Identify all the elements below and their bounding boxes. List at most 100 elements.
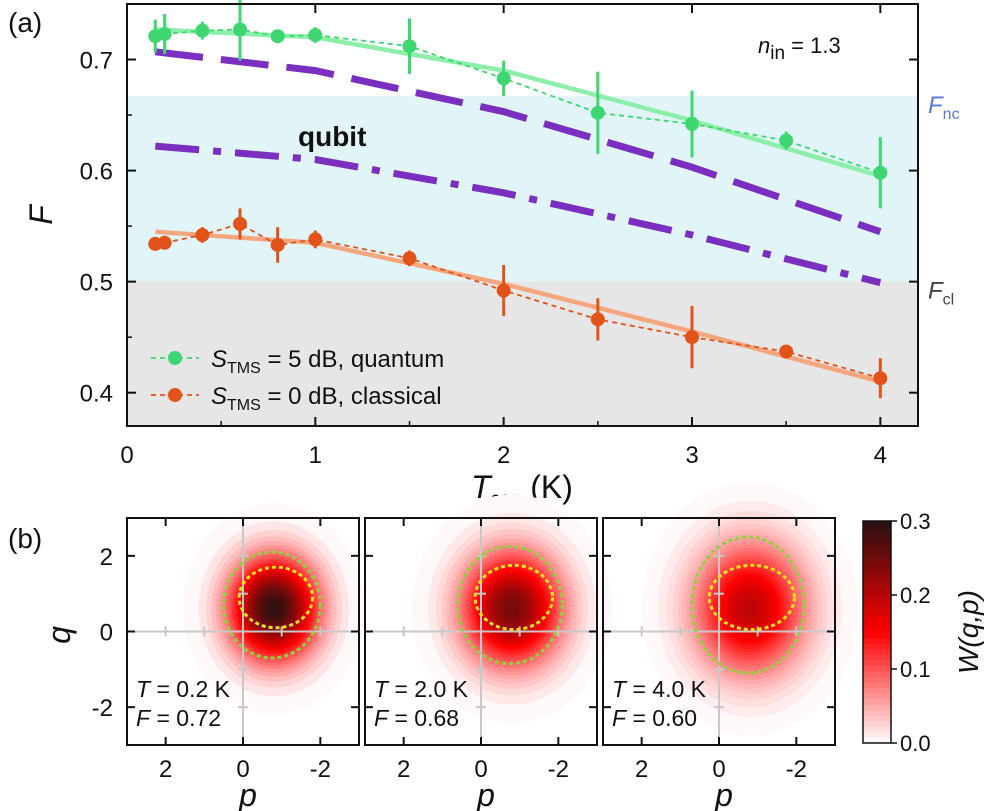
threshold-label-cl: Fcl (928, 278, 954, 309)
colorbar-step (863, 576, 891, 583)
data-point (402, 39, 417, 54)
data-point (157, 26, 172, 41)
x-tick-label: 3 (685, 442, 698, 469)
fidelity-annotation: F = 0.72 (136, 705, 221, 731)
colorbar-step (863, 626, 891, 633)
text-part: TMS (227, 360, 261, 377)
x-tick-label: 2 (159, 756, 172, 783)
data-point (496, 283, 511, 298)
x-tick-label: 2 (497, 442, 510, 469)
colorbar-step (863, 593, 891, 600)
colorbar-step (863, 565, 891, 572)
colorbar-tick-label: 0.1 (900, 657, 931, 682)
colorbar-step (863, 632, 891, 639)
green-contour (456, 544, 564, 666)
colorbar-step (863, 543, 891, 550)
text-part: T (612, 676, 628, 702)
fidelity-annotation: F = 0.68 (374, 705, 459, 731)
data-point (590, 312, 605, 327)
text-part: = 0.72 (150, 705, 221, 731)
yellow-contour (473, 563, 555, 632)
colorbar-step (863, 532, 891, 539)
x-tick-label: -2 (548, 756, 569, 783)
temperature-annotation: T = 0.2 K (136, 676, 231, 702)
p-axis-label: p (714, 777, 733, 811)
text-part: = 4.0 K (626, 676, 707, 702)
x-tick-label: 2 (635, 756, 648, 783)
wigner-contour (504, 600, 520, 618)
wigner-contour (266, 600, 281, 617)
text-part: TMS (227, 397, 261, 414)
data-point (779, 133, 794, 148)
legend-marker (168, 388, 182, 402)
text-part: T (471, 469, 493, 505)
colorbar-step (863, 720, 891, 727)
colorbar-tick-label: 0.0 (900, 731, 931, 756)
data-point (308, 28, 323, 43)
x-tick-label: 4 (874, 442, 887, 469)
colorbar-step (863, 715, 891, 722)
colorbar-step (863, 637, 891, 644)
colorbar-step (863, 554, 891, 561)
x-tick-label: 0 (474, 756, 487, 783)
colorbar-step (863, 670, 891, 677)
theory-curve-dashdot (155, 142, 882, 287)
text-part: F (374, 705, 390, 731)
colorbar-step (863, 648, 891, 655)
colorbar-step (863, 526, 891, 533)
p-axis-label: p (476, 777, 495, 811)
x-tick-label: 0 (120, 442, 133, 469)
data-point (195, 23, 210, 38)
colorbar: 0.0 0.1 0.2 0.3 W(q,p) (862, 509, 984, 756)
text-part: T (374, 676, 390, 702)
series-0 (148, 0, 888, 209)
colorbar-step (863, 587, 891, 594)
text-part: n (758, 33, 770, 58)
threshold-label-nc: Fnc (928, 92, 960, 123)
y-axis-label: F (23, 203, 59, 225)
colorbar-tick-label: 0.2 (900, 583, 931, 608)
data-point (195, 227, 210, 242)
text-part: S (211, 346, 227, 373)
text-part: F (928, 278, 944, 305)
text-part: in (770, 43, 785, 64)
data-point (308, 232, 323, 247)
text-part: S (211, 383, 227, 410)
text-part: F (612, 705, 628, 731)
y-tick-label: 0.7 (80, 48, 113, 75)
p-axis-label: p (238, 777, 257, 811)
yellow-contour (237, 565, 315, 630)
legend-entry: STMS = 0 dB, classical (211, 383, 442, 414)
temperature-annotation: T = 4.0 K (612, 676, 707, 702)
colorbar-step (863, 693, 891, 700)
y-tick-label: 0.6 (80, 159, 113, 186)
colorbar-step (863, 654, 891, 661)
panel-b-plots: 2 0 -2 2 0 -2 p T = 0.2 K F = 0.72 2 0 -2 p T = 2.0 K… (41, 481, 984, 811)
colorbar-step (863, 548, 891, 555)
y-tick-label: 0.4 (80, 381, 113, 408)
x-tick-label: -2 (786, 756, 807, 783)
data-point (685, 330, 699, 345)
data-point (873, 371, 888, 386)
data-point (270, 237, 285, 252)
colorbar-step (863, 731, 891, 739)
colorbar-frame (862, 520, 892, 744)
yellow-contour (707, 563, 796, 632)
x-tick-label: 0 (236, 756, 249, 783)
colorbar-step (863, 665, 891, 672)
colorbar-step (863, 737, 891, 744)
panel-a-label: (a) (8, 7, 42, 38)
colorbar-step (863, 659, 891, 666)
panel-b-label: (b) (8, 523, 42, 554)
text-part: = 2.0 K (388, 676, 469, 702)
data-point (590, 105, 605, 120)
colorbar-step (863, 604, 891, 611)
text-part: F (928, 92, 944, 119)
colorbar-step (863, 681, 891, 689)
x-tick-label: 2 (397, 756, 410, 783)
temperature-annotation: T = 2.0 K (374, 676, 469, 702)
data-point (270, 29, 285, 44)
data-point (402, 251, 417, 266)
wigner-contour (742, 600, 758, 618)
